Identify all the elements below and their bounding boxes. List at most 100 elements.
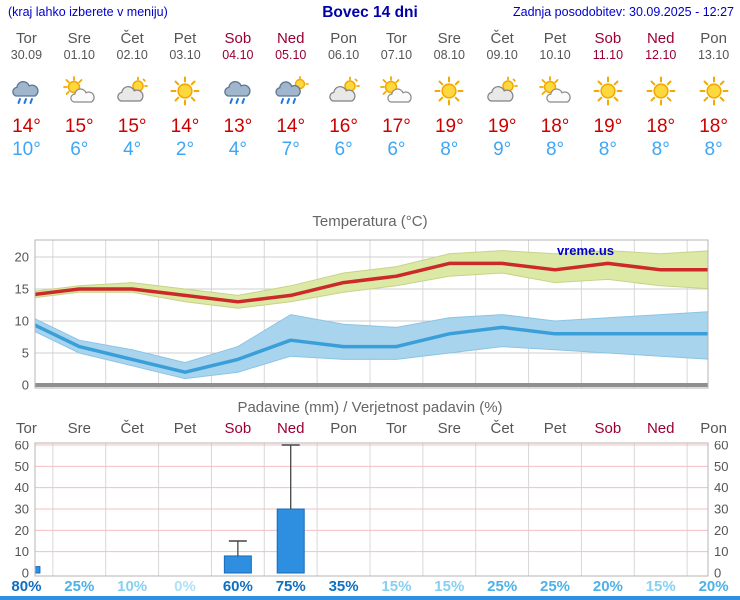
precip-bar	[35, 566, 41, 574]
partly-icon	[53, 76, 106, 108]
precip-day-label: Pet	[543, 420, 567, 437]
svg-text:30: 30	[714, 502, 728, 517]
precip-bars	[35, 444, 305, 574]
tmax-value: 19°	[487, 116, 517, 137]
precip-day-label: Sre	[67, 420, 91, 437]
day-date: 03.10	[169, 48, 201, 62]
day-name: Sre	[437, 30, 461, 47]
day-name: Pon	[700, 30, 727, 47]
tmin-value: 10°	[12, 139, 41, 160]
svg-text:20: 20	[714, 523, 728, 538]
tmin-line	[35, 323, 708, 374]
precip-probability-value: 10%	[117, 578, 148, 595]
partly-icon	[529, 76, 582, 108]
day-name: Pon	[330, 30, 357, 47]
day-column-čet-02.10: Čet 02.10 15° 4°	[106, 30, 159, 161]
day-name: Ned	[276, 30, 305, 47]
menu-hint: (kraj lahko izberete v meniju)	[8, 5, 168, 19]
precip-bar	[223, 555, 252, 574]
day-column-tor-07.10: Tor 07.10 17° 6°	[370, 30, 423, 161]
day-date: 09.10	[486, 48, 518, 62]
tmin-value: 6°	[387, 139, 406, 160]
page-title: Bovec 14 dni	[322, 4, 418, 21]
precipitation-probability-row: 80% 25% 10% 0% 60% 75% 35% 15% 15% 25% 25% 20% 15% 20…	[0, 578, 740, 595]
svg-text:20: 20	[15, 250, 29, 265]
svg-text:40: 40	[15, 480, 29, 495]
precip-probability-value: 75%	[275, 578, 306, 595]
sun-icon	[423, 76, 476, 108]
tmin-value: 8°	[598, 139, 617, 160]
day-column-sob-04.10: Sob 04.10 13° 4°	[211, 30, 264, 161]
sun-icon	[634, 76, 687, 108]
precip-day-label: Sre	[437, 420, 461, 437]
day-date: 05.10	[275, 48, 307, 62]
svg-text:60: 60	[15, 441, 29, 453]
precip-probability-value: 25%	[540, 578, 571, 595]
tmin-value: 6°	[334, 139, 353, 160]
day-column-pet-10.10: Pet 10.10 18° 8°	[529, 30, 582, 161]
precip-bar	[276, 508, 305, 574]
day-date: 01.10	[63, 48, 95, 62]
tmax-value: 14°	[170, 116, 200, 137]
svg-text:10: 10	[15, 544, 29, 559]
header: (kraj lahko izberete v meniju) Bovec 14 …	[0, 3, 740, 23]
tmax-value: 13°	[223, 116, 253, 137]
precip-day-label: Pon	[330, 420, 357, 437]
temp-y-axis-labels: 0 5 10 15 20	[15, 250, 29, 393]
day-name: Sob	[594, 30, 622, 47]
svg-text:20: 20	[15, 523, 29, 538]
precipitation-day-labels: Tor Sre Čet Pet Sob Ned Pon Tor Sre Čet Pet Sob Ned P…	[0, 420, 740, 437]
day-column-sre-01.10: Sre 01.10 15° 6°	[53, 30, 106, 161]
tmin-value: 8°	[545, 139, 565, 160]
day-column-pet-03.10: Pet 03.10 14° 2°	[159, 30, 212, 161]
tmin-value: 8°	[440, 139, 459, 160]
precip-probability-value: 25%	[64, 578, 95, 595]
day-column-ned-05.10: Ned 05.10 14° 7°	[264, 30, 317, 161]
svg-text:60: 60	[714, 441, 728, 453]
temperature-chart: 0 5 10 15 20	[15, 239, 709, 393]
day-column-pon-13.10: Pon 13.10 18° 8°	[687, 30, 740, 161]
rain-icon	[0, 76, 53, 108]
day-column-čet-09.10: Čet 09.10 19° 9°	[476, 30, 529, 161]
precip-day-label: Čet	[120, 420, 144, 437]
day-name: Sob	[224, 30, 252, 47]
tmax-value: 19°	[593, 116, 623, 137]
precip-probability-value: 20%	[592, 578, 623, 595]
forecast-days-row: Tor 30.09 14° 10° Sre 01.10 15° 6° Čet 02.10 15° 4°…	[0, 30, 740, 161]
precip-day-label: Čet	[490, 420, 514, 437]
day-date: 11.10	[592, 48, 624, 62]
precip-probability-value: 0%	[174, 578, 196, 595]
precip-probability-value: 15%	[645, 578, 676, 595]
day-name: Čet	[120, 30, 144, 47]
precip-day-label: Tor	[16, 420, 37, 437]
tmax-value: 18°	[540, 116, 570, 137]
precip-probability-value: 35%	[328, 578, 359, 595]
footer-strip	[0, 596, 740, 600]
rain-icon	[211, 76, 264, 108]
tmax-value: 18°	[646, 116, 676, 137]
day-date: 07.10	[380, 48, 413, 62]
vreme-us-link[interactable]: vreme.us	[557, 243, 615, 258]
precipitation-chart-title: Padavine (mm) / Verjetnost padavin (%)	[237, 399, 503, 416]
sun-icon	[159, 76, 212, 108]
svg-text:40: 40	[714, 480, 728, 495]
svg-text:10: 10	[15, 314, 29, 329]
day-date: 02.10	[116, 48, 148, 62]
precip-day-label: Ned	[276, 420, 305, 437]
day-name: Sre	[67, 30, 91, 47]
precip-day-label: Ned	[646, 420, 675, 437]
day-date: 12.10	[645, 48, 677, 62]
precip-probability-value: 80%	[11, 578, 42, 595]
cloudy-icon	[317, 76, 370, 108]
precip-day-label: Sob	[224, 420, 252, 437]
tmin-value: 4°	[123, 139, 142, 160]
svg-text:30: 30	[15, 502, 29, 517]
tmax-value: 18°	[699, 116, 728, 137]
precip-probability-value: 25%	[487, 578, 518, 595]
day-name: Pet	[173, 30, 197, 47]
day-name: Tor	[386, 30, 407, 47]
precip-day-label: Pon	[700, 420, 727, 437]
day-date: 08.10	[433, 48, 465, 62]
tmax-value: 16°	[329, 116, 358, 137]
